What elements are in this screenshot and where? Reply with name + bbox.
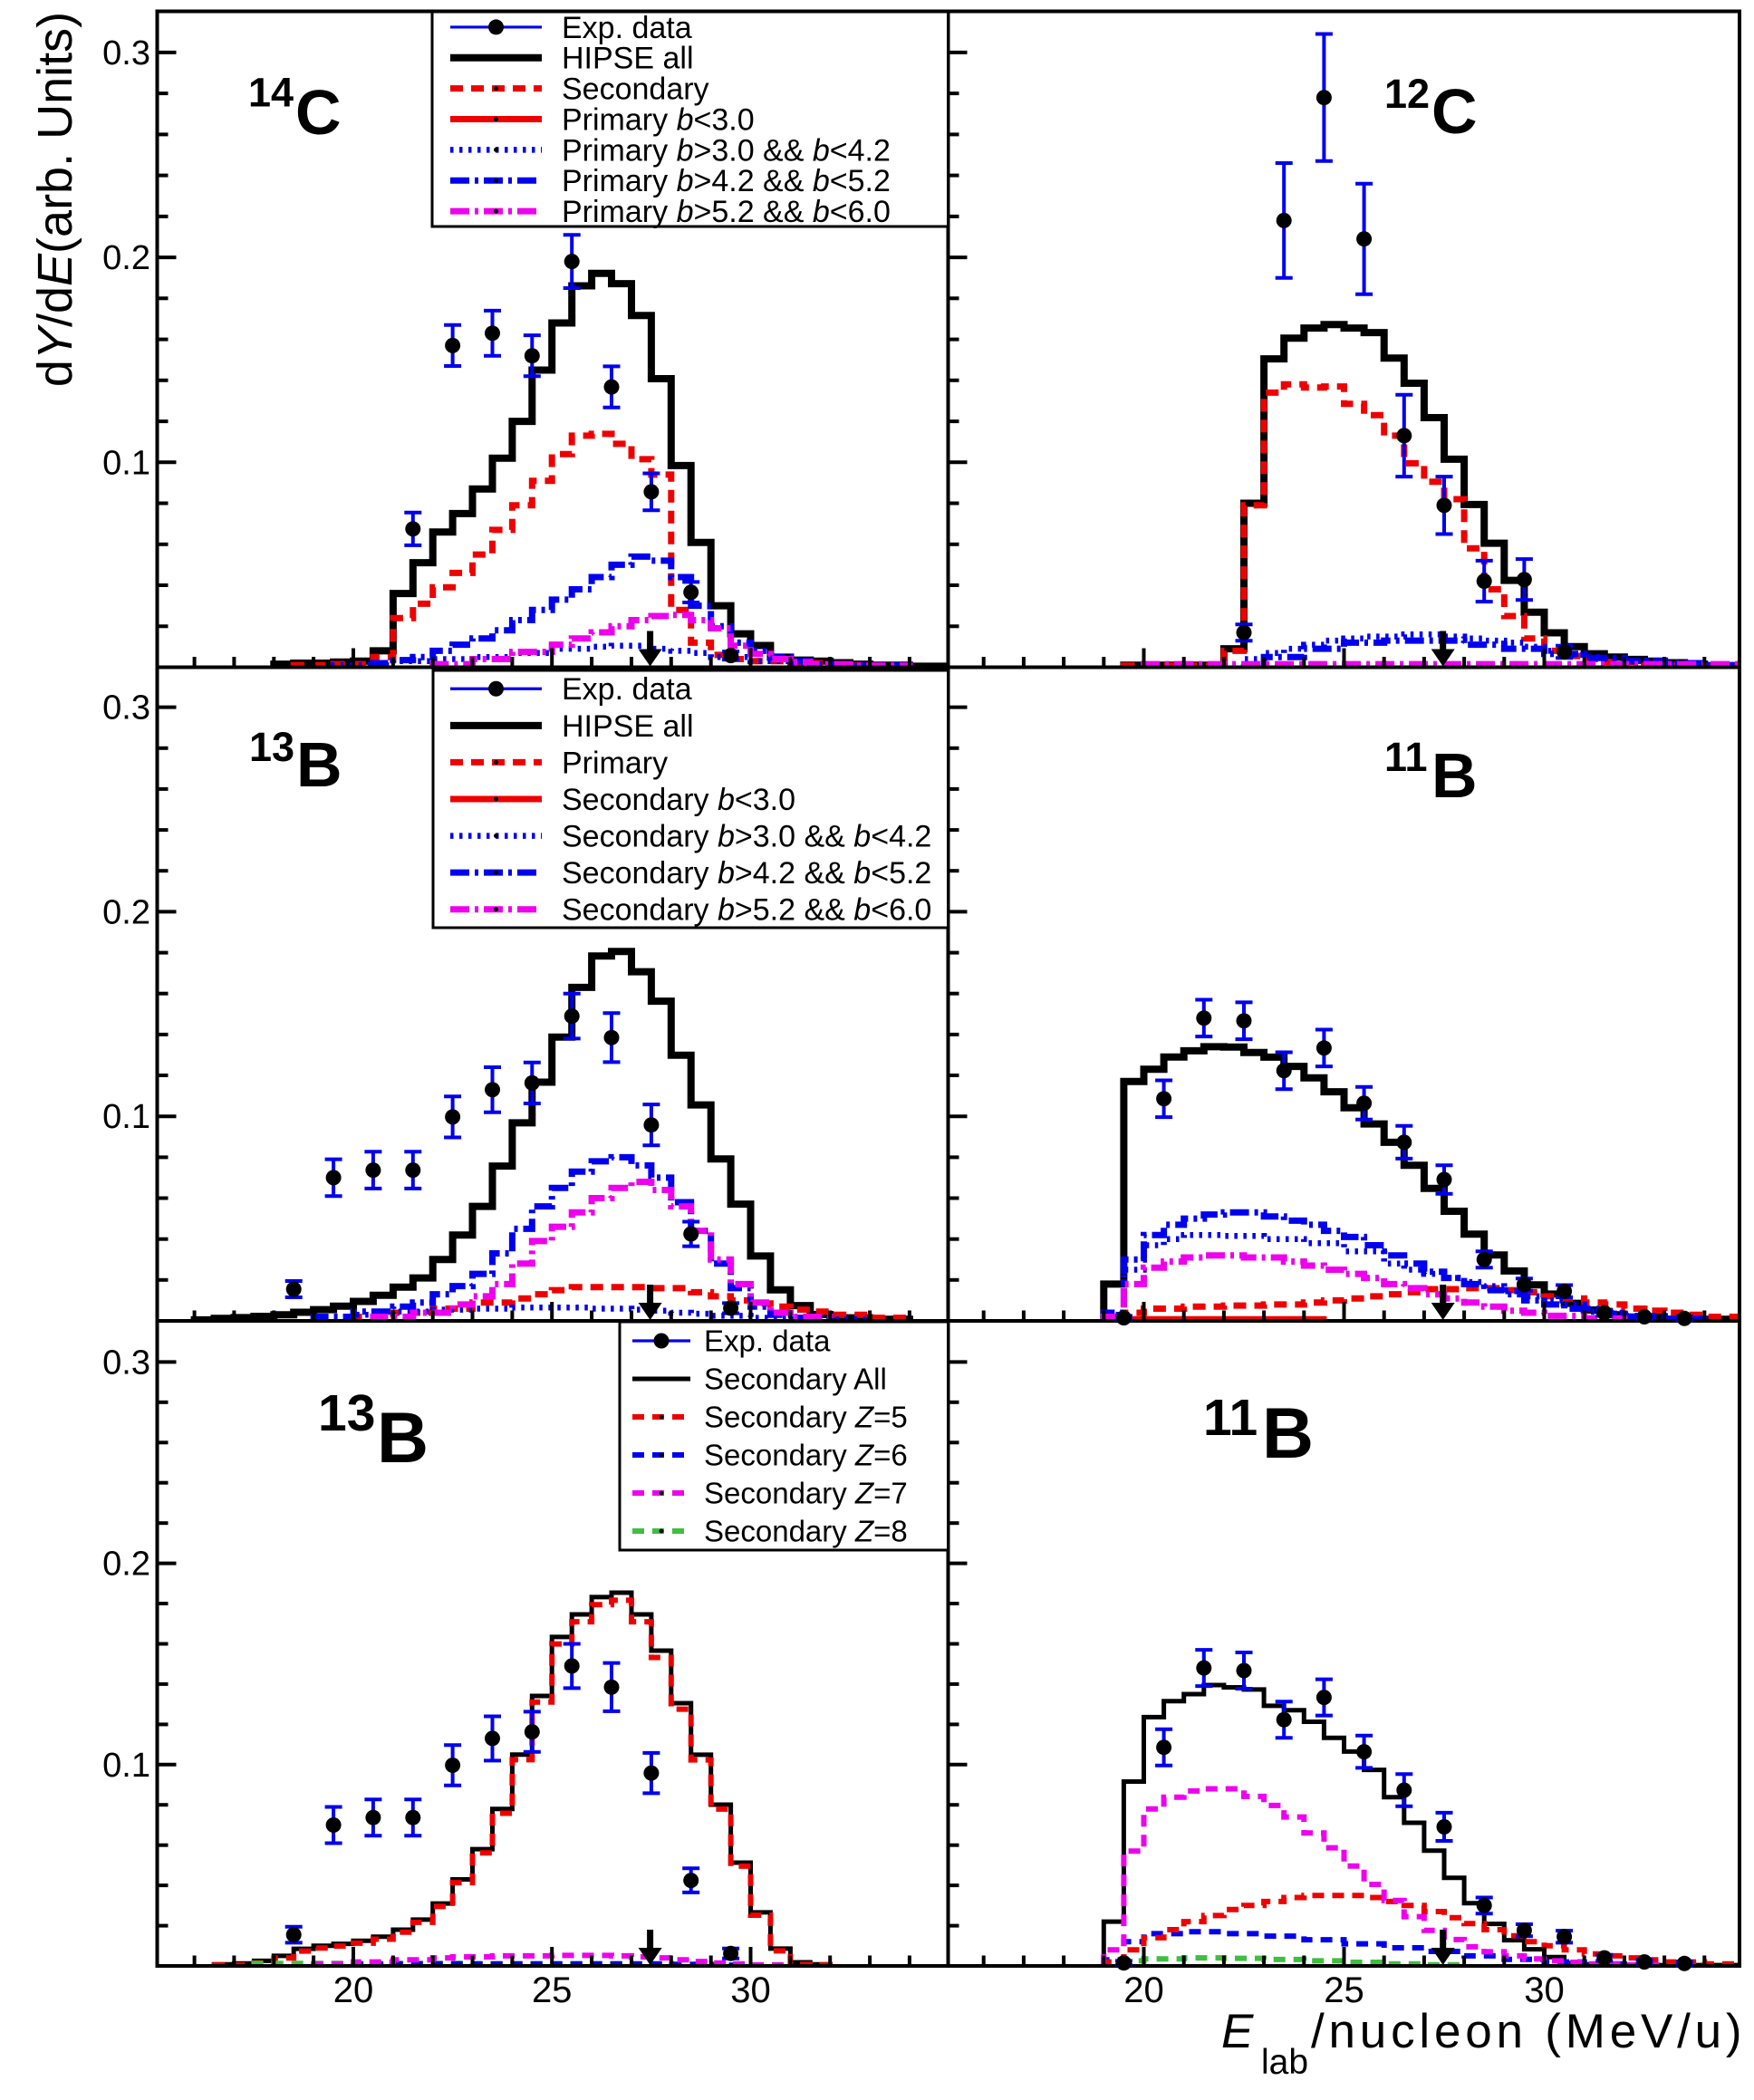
svg-text:13: 13 [249,724,294,770]
svg-text:Primary b>5.2 && b<6.0: Primary b>5.2 && b<6.0 [562,195,891,229]
svg-text:25: 25 [1324,1970,1364,2010]
svg-text:13: 13 [318,1384,375,1442]
svg-text:Secondary All: Secondary All [704,1363,887,1396]
svg-text:0.1: 0.1 [102,444,150,482]
svg-text:dY/dE(arb. Units): dY/dE(arb. Units) [28,12,82,387]
svg-text:Secondary b<3.0: Secondary b<3.0 [562,783,795,817]
svg-text:0.2: 0.2 [102,239,150,277]
svg-text:Exp. data: Exp. data [562,672,692,707]
svg-text:Primary b>3.0 && b<4.2: Primary b>3.0 && b<4.2 [562,133,891,168]
svg-text:Secondary Z=6: Secondary Z=6 [704,1439,908,1472]
svg-text:Exp. data: Exp. data [562,11,692,45]
svg-text:Secondary Z=5: Secondary Z=5 [704,1401,908,1434]
svg-text:E: E [1221,2005,1254,2058]
svg-text:14: 14 [248,70,294,116]
svg-text:B: B [377,1397,429,1478]
svg-text:30: 30 [730,1970,771,2010]
svg-text:Secondary b>5.2 && b<6.0: Secondary b>5.2 && b<6.0 [562,893,931,928]
svg-text:lab: lab [1261,2043,1308,2082]
svg-text:Secondary b>4.2 && b<5.2: Secondary b>4.2 && b<5.2 [562,856,931,891]
svg-text:C: C [295,77,342,148]
svg-text:0.2: 0.2 [102,893,150,931]
svg-text:Primary: Primary [562,746,668,780]
svg-text:C: C [1431,76,1478,147]
svg-text:B: B [1431,740,1478,811]
svg-text:0.2: 0.2 [102,1546,150,1584]
svg-text:0.1: 0.1 [102,1098,150,1136]
svg-text:20: 20 [1123,1970,1164,2010]
svg-text:20: 20 [333,1970,374,2010]
svg-text:Primary b<3.0: Primary b<3.0 [562,102,755,137]
svg-text:12: 12 [1384,71,1430,117]
svg-text:Secondary b>3.0 && b<4.2: Secondary b>3.0 && b<4.2 [562,820,931,854]
svg-text:0.3: 0.3 [102,1344,150,1382]
svg-text:Exp. data: Exp. data [704,1325,831,1358]
svg-text:11: 11 [1203,1389,1258,1447]
svg-text:Secondary: Secondary [562,72,709,107]
svg-text:Primary b>4.2 && b<5.2: Primary b>4.2 && b<5.2 [562,164,891,198]
svg-text:25: 25 [532,1970,573,2010]
svg-text:/nucleon (MeV/u): /nucleon (MeV/u) [1311,2005,1746,2058]
svg-text:HIPSE all: HIPSE all [562,709,694,744]
svg-text:30: 30 [1524,1970,1565,2010]
svg-text:HIPSE all: HIPSE all [562,42,694,76]
svg-text:Secondary Z=7: Secondary Z=7 [704,1477,908,1510]
svg-text:0.3: 0.3 [102,34,150,72]
svg-text:0.1: 0.1 [102,1747,150,1785]
svg-text:Secondary Z=8: Secondary Z=8 [704,1515,908,1548]
svg-text:11: 11 [1384,734,1428,780]
svg-text:B: B [296,729,342,800]
svg-text:0.3: 0.3 [102,689,150,727]
svg-text:B: B [1262,1392,1314,1473]
